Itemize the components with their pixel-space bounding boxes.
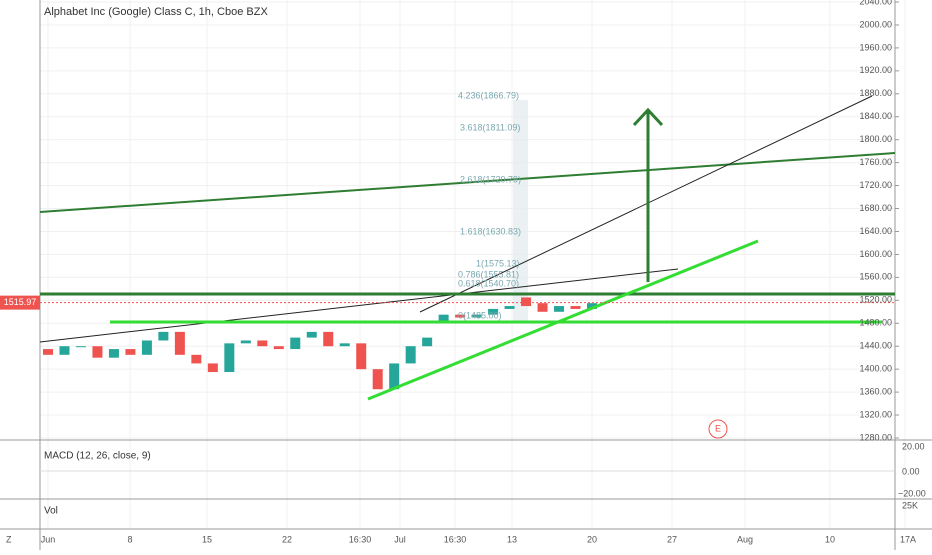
fib-label: 3.618(1811.09) [460, 122, 520, 132]
y-tick-label: 1360.00 [859, 386, 892, 396]
candle-up [240, 340, 251, 344]
x-tick-label: 16:30 [444, 534, 467, 544]
fib-label: 1(1575.13) [476, 258, 520, 268]
y-tick-label: 2040.00 [859, 0, 892, 6]
candle-down [257, 340, 268, 347]
candle-up [339, 343, 350, 347]
candle-up [290, 337, 301, 350]
y-tick-label: 1800.00 [859, 134, 892, 144]
trend-line [39, 268, 679, 343]
fib-label: 2.618(1720.79) [460, 174, 521, 184]
candle-up [59, 346, 70, 355]
y-tick-label: 1920.00 [859, 65, 892, 75]
candle-down [92, 346, 103, 358]
candle-up [471, 314, 482, 318]
candle-up [405, 346, 416, 364]
candle-down [570, 306, 581, 309]
y-tick-label: 2000.00 [859, 19, 892, 29]
x-tick-label: 8 [127, 534, 132, 544]
volume-tick: 25K [902, 500, 918, 510]
y-tick-label: 1440.00 [859, 341, 892, 351]
y-tick-label: 1680.00 [859, 203, 892, 213]
candle-up [438, 314, 449, 324]
candle-down [356, 343, 367, 370]
fib-label: 0(1485.00) [458, 310, 502, 320]
fib-label: 0.786(1555.81) [458, 269, 519, 279]
x-tick-label: 20 [587, 534, 597, 544]
candle-up [422, 337, 433, 347]
candle-up [306, 331, 317, 338]
support-trend-line [367, 239, 759, 401]
corner-label[interactable]: A [910, 534, 916, 544]
y-tick-label: 1760.00 [859, 157, 892, 167]
candle-up [141, 340, 152, 355]
x-tick-label: 16:30 [349, 534, 372, 544]
candle-down [125, 349, 136, 355]
candle-down [372, 369, 383, 390]
y-tick-label: 1480.00 [859, 318, 892, 328]
last-price-label: 1515.97 [4, 297, 37, 307]
candle-down [323, 331, 334, 347]
y-tick-label: 1280.00 [859, 432, 892, 442]
candle-up [158, 331, 169, 341]
candle-up [108, 349, 119, 358]
x-tick-label: 15 [202, 534, 212, 544]
candle-up [389, 363, 400, 390]
x-tick-label: 10 [825, 534, 835, 544]
fib-label: 0.618(1540.70) [458, 278, 519, 288]
candle-down [43, 349, 53, 355]
arrow-head [632, 107, 664, 127]
candle-down [207, 363, 218, 373]
macd-tick: 0.00 [902, 466, 920, 476]
x-tick-label: 13 [507, 534, 517, 544]
last-price-tag [0, 295, 40, 310]
candle-up [75, 346, 86, 348]
candle-down [521, 297, 532, 307]
y-tick-label: 1840.00 [859, 111, 892, 121]
macd-tick: −20.00 [898, 488, 926, 498]
y-tick-label: 1320.00 [859, 409, 892, 419]
macd-tick: 20.00 [902, 441, 925, 451]
y-tick-label: 1400.00 [859, 364, 892, 374]
macd-title: MACD (12, 26, close, 9) [44, 451, 151, 462]
trend-line [419, 95, 873, 313]
candle-up [554, 306, 565, 312]
corner-label[interactable]: Z [6, 534, 12, 544]
candle-up [504, 306, 515, 309]
event-icon[interactable] [708, 419, 728, 439]
x-tick-label: Jul [394, 534, 406, 544]
grid [40, 0, 906, 528]
event-marker[interactable]: E [715, 423, 721, 433]
x-tick-label: Aug [737, 534, 753, 544]
x-tick-label: 22 [282, 534, 292, 544]
candle-down [537, 303, 548, 312]
x-tick-label: Jun [41, 534, 56, 544]
fib-label: 4.236(1866.79) [458, 90, 519, 100]
y-tick-label: 1520.00 [859, 295, 892, 305]
candles [43, 297, 597, 390]
y-tick-label: 1880.00 [859, 88, 892, 98]
candle-up [488, 308, 499, 315]
y-tick-label: 1720.00 [859, 180, 892, 190]
fib-box [513, 100, 528, 322]
fib-label: 1.618(1630.83) [460, 226, 521, 236]
candle-up [587, 303, 597, 309]
y-tick-label: 1960.00 [859, 42, 892, 52]
y-tick-label: 1600.00 [859, 249, 892, 259]
candle-down [273, 346, 284, 350]
candle-up [224, 343, 235, 373]
candle-down [455, 314, 466, 318]
chart-title: Alphabet Inc (Google) Class C, 1h, Cboe … [44, 6, 268, 18]
trend-line [39, 152, 896, 213]
x-tick-label: 17 [900, 534, 910, 544]
candle-down [174, 331, 185, 355]
volume-title: Vol [44, 506, 58, 517]
x-tick-label: 27 [667, 534, 677, 544]
y-tick-label: 1560.00 [859, 272, 892, 282]
candle-down [191, 354, 202, 364]
y-tick-label: 1640.00 [859, 226, 892, 236]
